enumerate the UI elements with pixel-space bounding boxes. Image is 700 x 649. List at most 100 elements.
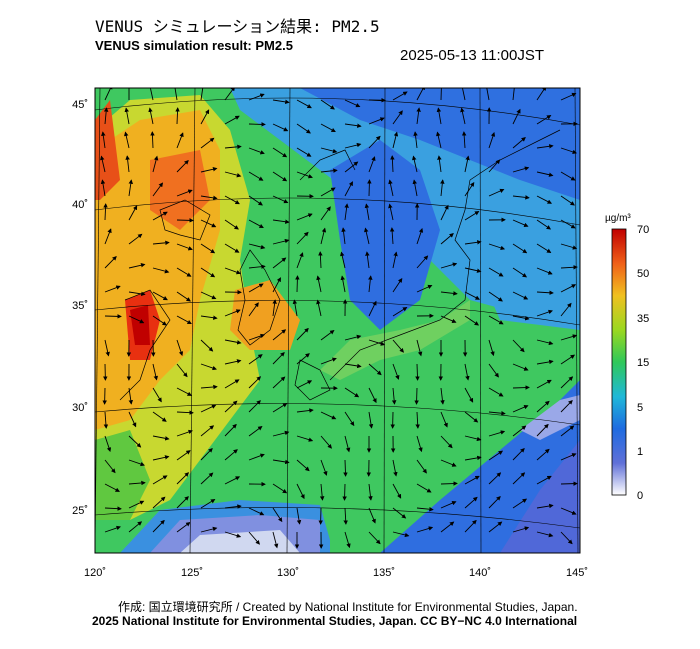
wind-arrow [316, 299, 322, 317]
wind-arrow [464, 435, 482, 442]
wind-arrow [124, 131, 130, 149]
wind-arrow [367, 179, 372, 197]
wind-arrow [440, 459, 457, 467]
wind-arrow [152, 496, 166, 509]
wind-arrow [392, 531, 410, 538]
wind-arrow [248, 243, 266, 250]
wind-arrow [248, 283, 264, 293]
wind-arrow [464, 181, 475, 197]
wind-arrow [296, 435, 314, 442]
wind-arrow [344, 363, 362, 369]
wind-arrow [560, 171, 576, 181]
wind-arrow [176, 218, 194, 223]
wind-arrow [272, 459, 290, 465]
wind-arrow [368, 275, 373, 293]
wind-arrow [488, 430, 506, 437]
y-tick-40: 40˚ [72, 199, 88, 211]
wind-arrow [464, 387, 474, 403]
wind-arrow [488, 339, 495, 357]
wind-arrow [104, 314, 122, 319]
wind-arrow [125, 155, 130, 173]
wind-arrow [128, 291, 146, 297]
wind-arrow [200, 219, 217, 228]
wind-arrow [176, 472, 190, 485]
wind-arrow [200, 137, 215, 149]
wind-arrow [560, 284, 577, 293]
wind-arrow [368, 156, 376, 173]
wind-arrow [560, 507, 577, 515]
wind-arrow [104, 506, 122, 511]
wind-arrow [320, 187, 336, 197]
wind-arrow [104, 88, 113, 101]
wind-arrow [320, 459, 328, 476]
wind-arrow [560, 354, 576, 365]
wind-arrow [440, 481, 458, 486]
wind-arrow [392, 363, 400, 380]
wind-arrow [272, 507, 283, 523]
wind-arrow [536, 144, 554, 149]
wind-arrow [320, 168, 338, 173]
wind-arrow [224, 359, 242, 365]
wind-arrow [320, 357, 337, 365]
wind-arrow [344, 411, 355, 427]
wind-arrow [272, 376, 286, 389]
wind-arrow [200, 339, 214, 352]
wind-arrow [176, 363, 188, 378]
wind-arrow [436, 107, 442, 125]
wind-arrow [440, 262, 458, 269]
wind-arrow [464, 291, 481, 300]
wind-arrow [512, 267, 528, 278]
x-tick-135: 135˚ [373, 567, 395, 579]
wind-arrow [200, 195, 218, 201]
wind-arrow [152, 455, 170, 461]
wind-arrow [536, 503, 554, 509]
wind-arrow [224, 195, 240, 205]
graticule [95, 88, 580, 553]
wind-arrow [176, 132, 184, 149]
timestamp: 2025-05-13 11:00JST [400, 47, 544, 64]
wind-arrow [176, 521, 191, 533]
wind-arrow [460, 107, 466, 125]
wind-arrow [365, 251, 370, 269]
wind-arrow [461, 131, 467, 149]
wind-arrow [152, 267, 170, 274]
wind-arrow [176, 189, 193, 197]
wind-arrow [224, 423, 237, 437]
wind-arrow [536, 88, 547, 101]
wind-arrow [272, 238, 290, 245]
wind-arrow [536, 290, 554, 296]
wind-arrow [224, 400, 238, 413]
wind-arrow [320, 435, 332, 449]
wind-arrow [104, 483, 120, 492]
wind-arrow [512, 447, 525, 461]
wind-arrow [437, 155, 442, 173]
wind-arrow [224, 504, 242, 509]
wind-arrow [388, 179, 394, 197]
wind-arrow [392, 91, 408, 101]
wind-arrow [320, 329, 335, 341]
wind-arrow [128, 205, 138, 221]
x-tick-125: 125˚ [181, 567, 203, 579]
wind-arrow [100, 155, 106, 173]
wind-arrow [341, 227, 346, 245]
wind-arrow [392, 307, 408, 317]
wind-arrow [512, 385, 530, 390]
wind-arrow [175, 107, 180, 125]
wind-arrow [440, 521, 455, 533]
license-line: 2025 National Institute for Environmenta… [92, 614, 578, 628]
wind-arrow [124, 107, 130, 125]
wind-arrow [368, 531, 381, 545]
colorbar-label-1: 1 [637, 446, 643, 458]
wind-arrow [296, 380, 313, 389]
wind-arrow [248, 507, 265, 516]
wind-arrow [536, 359, 554, 365]
wind-arrow [436, 131, 442, 149]
wind-arrow [176, 315, 192, 325]
wind-arrow [368, 117, 385, 125]
wind-arrow [342, 483, 347, 501]
wind-arrow [464, 475, 480, 485]
wind-arrow [536, 267, 553, 275]
wind-arrow [272, 403, 288, 413]
wind-arrow [560, 147, 578, 155]
